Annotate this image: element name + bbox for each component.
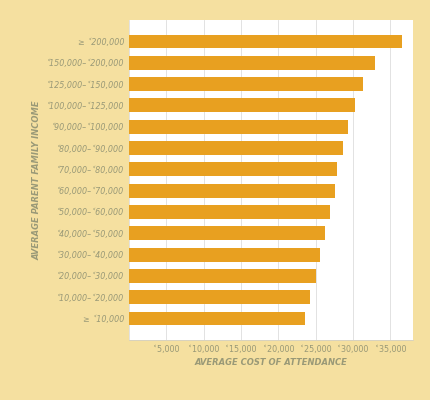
Bar — [129, 98, 355, 112]
Bar — [129, 120, 348, 134]
Bar — [129, 312, 304, 326]
Bar — [129, 269, 316, 283]
Bar — [129, 226, 326, 240]
Bar — [129, 184, 335, 198]
Bar — [129, 205, 330, 219]
Bar — [129, 56, 375, 70]
Bar — [129, 77, 363, 91]
Y-axis label: AVERAGE PARENT FAMILY INCOME: AVERAGE PARENT FAMILY INCOME — [33, 100, 41, 260]
Bar — [129, 162, 338, 176]
Bar — [129, 34, 402, 48]
X-axis label: AVERAGE COST OF ATTENDANCE: AVERAGE COST OF ATTENDANCE — [194, 358, 347, 367]
Bar — [129, 248, 320, 262]
Bar — [129, 290, 310, 304]
Bar — [129, 141, 343, 155]
